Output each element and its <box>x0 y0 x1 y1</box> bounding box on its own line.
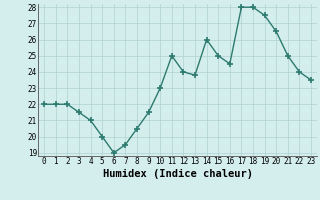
X-axis label: Humidex (Indice chaleur): Humidex (Indice chaleur) <box>103 169 252 179</box>
